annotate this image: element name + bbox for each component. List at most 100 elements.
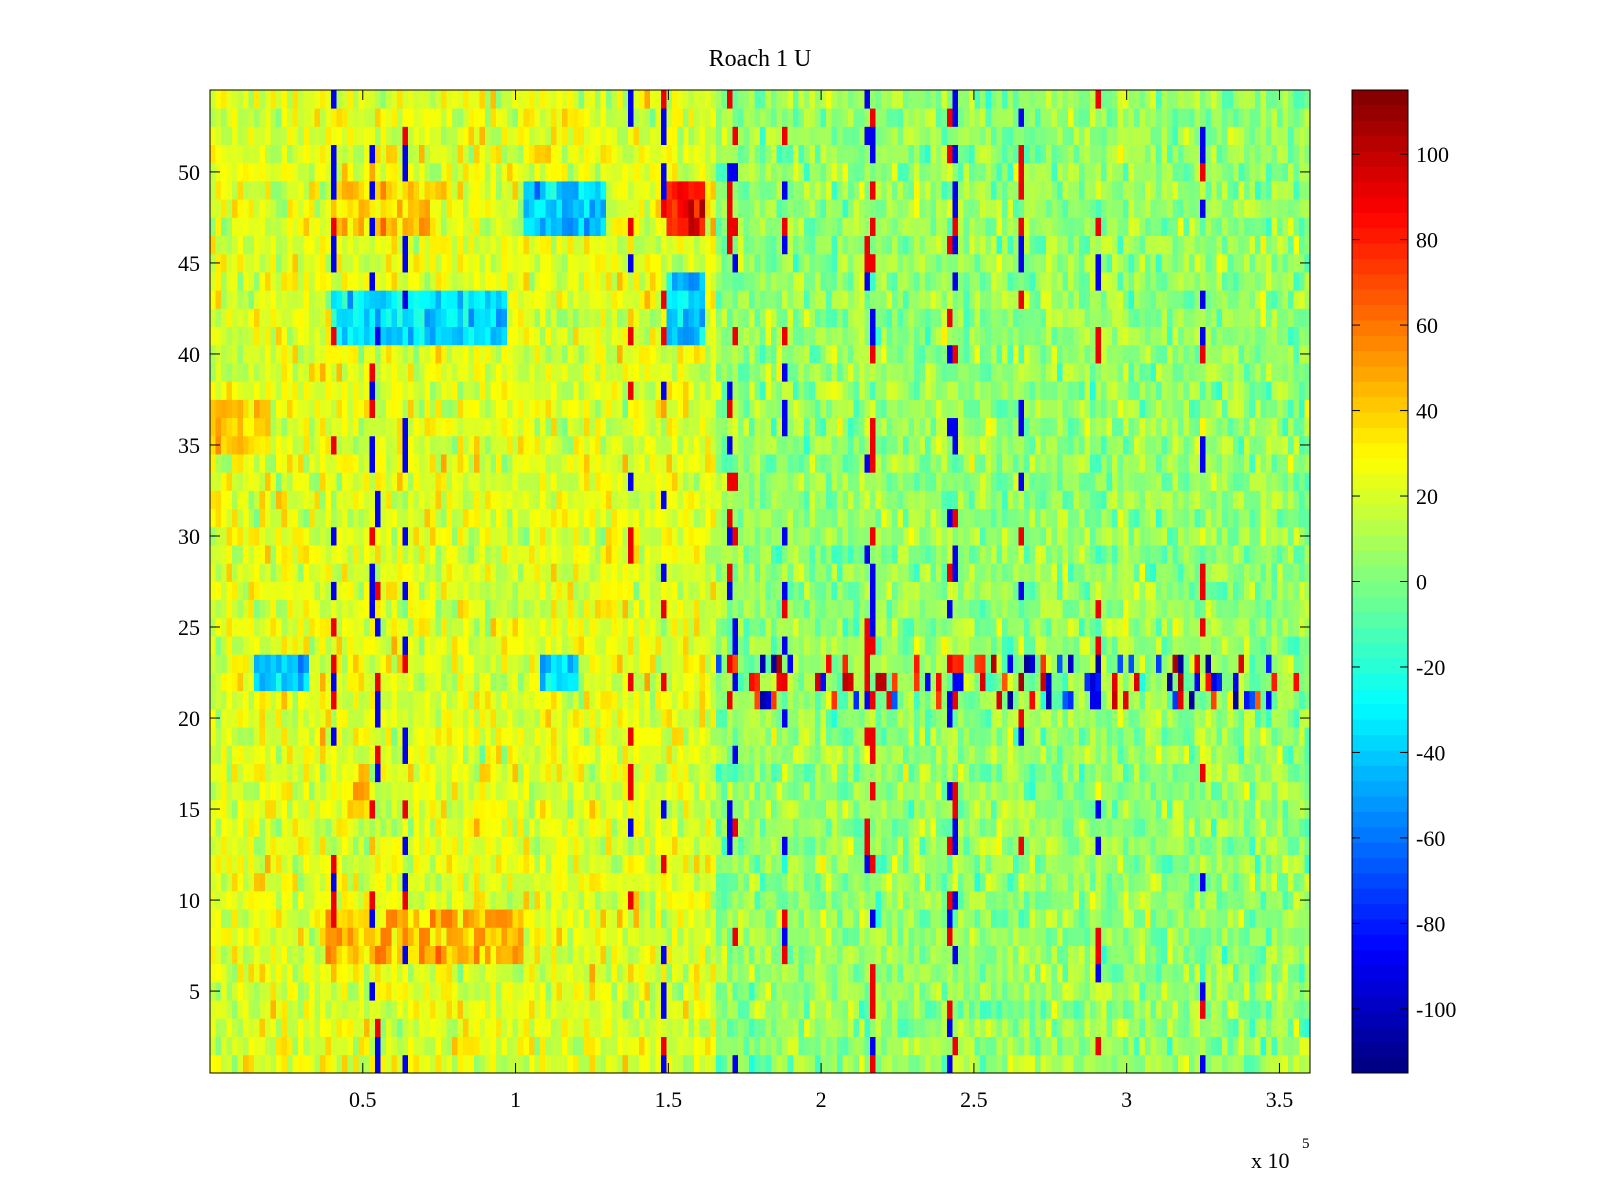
- heatmap-cell: [875, 854, 882, 874]
- heatmap-cell: [727, 1000, 733, 1019]
- heatmap-cell: [474, 617, 480, 637]
- heatmap-cell: [1062, 708, 1069, 728]
- heatmap-cell: [859, 927, 865, 946]
- heatmap-cell: [980, 763, 986, 783]
- heatmap-cell: [688, 963, 695, 983]
- heatmap-cell: [820, 1036, 827, 1056]
- heatmap-cell: [529, 763, 535, 783]
- heatmap-cell: [826, 745, 832, 764]
- heatmap-cell: [1013, 963, 1019, 983]
- heatmap-cell: [837, 981, 843, 1001]
- heatmap-cell: [1255, 781, 1261, 801]
- heatmap-cell: [1189, 1054, 1195, 1074]
- heatmap-cell: [248, 981, 255, 1001]
- heatmap-cell: [947, 1018, 953, 1037]
- heatmap-cell: [639, 981, 645, 1001]
- heatmap-cell: [1194, 617, 1201, 637]
- heatmap-cell: [1233, 890, 1239, 910]
- heatmap-cell: [545, 799, 552, 819]
- heatmap-cell: [1271, 636, 1278, 655]
- heatmap-cell: [540, 727, 546, 746]
- heatmap-cell: [479, 836, 486, 855]
- heatmap-cell: [254, 909, 260, 928]
- heatmap-cell: [1238, 854, 1245, 874]
- heatmap-cell: [716, 909, 722, 928]
- heatmap-cell: [958, 945, 964, 965]
- heatmap-cell: [1084, 945, 1091, 965]
- heatmap-cell: [864, 727, 871, 746]
- heatmap-cell: [1073, 799, 1080, 819]
- heatmap-cell: [622, 781, 629, 801]
- heatmap-cell: [1139, 763, 1146, 783]
- heatmap-cell: [347, 818, 354, 837]
- heatmap-cell: [1244, 909, 1250, 928]
- heatmap-cell: [754, 708, 761, 728]
- heatmap-cell: [853, 927, 860, 946]
- heatmap-cell: [512, 727, 519, 746]
- heatmap-cell: [1244, 672, 1250, 692]
- heatmap-cell: [870, 1036, 876, 1056]
- heatmap-cell: [897, 909, 904, 928]
- heatmap-cell: [1200, 1018, 1206, 1037]
- heatmap-cell: [749, 1018, 755, 1037]
- heatmap-cell: [353, 1054, 359, 1074]
- heatmap-cell: [611, 909, 618, 928]
- heatmap-cell: [1040, 636, 1047, 655]
- heatmap-cell: [232, 672, 238, 692]
- heatmap-cell: [358, 727, 365, 746]
- heatmap-cell: [1205, 672, 1212, 692]
- heatmap-cell: [1238, 909, 1245, 928]
- heatmap-cell: [749, 672, 755, 692]
- heatmap-cell: [991, 1036, 997, 1056]
- heatmap-cell: [298, 836, 304, 855]
- heatmap-cell: [996, 909, 1003, 928]
- heatmap-cell: [1271, 818, 1278, 837]
- heatmap-cell: [287, 799, 293, 819]
- heatmap-cell: [617, 981, 623, 1001]
- heatmap-cell: [958, 799, 964, 819]
- heatmap-cell: [457, 909, 464, 928]
- heatmap-cell: [870, 1054, 876, 1074]
- heatmap-cell: [248, 654, 255, 673]
- heatmap-cell: [364, 890, 370, 910]
- heatmap-cell: [622, 799, 629, 819]
- heatmap-cell: [617, 909, 623, 928]
- heatmap-cell: [248, 636, 255, 655]
- heatmap-cell: [1271, 745, 1278, 764]
- heatmap-cell: [430, 672, 436, 692]
- heatmap-cell: [798, 636, 805, 655]
- heatmap-cell: [1101, 636, 1107, 655]
- heatmap-cell: [435, 690, 442, 710]
- heatmap-cell: [754, 927, 761, 946]
- heatmap-cell: [1123, 672, 1129, 692]
- heatmap-cell: [688, 945, 695, 965]
- heatmap-cell: [864, 690, 871, 710]
- heatmap-cell: [947, 1000, 953, 1019]
- heatmap-cell: [1013, 763, 1019, 783]
- heatmap-cell: [556, 836, 563, 855]
- heatmap-cell: [633, 818, 640, 837]
- heatmap-cell: [919, 654, 926, 673]
- heatmap-cell: [969, 672, 975, 692]
- heatmap-cell: [1205, 963, 1212, 983]
- heatmap-cell: [908, 963, 915, 983]
- heatmap-cell: [974, 963, 981, 983]
- heatmap-cell: [897, 636, 904, 655]
- heatmap-cell: [468, 927, 475, 946]
- heatmap-cell: [1128, 763, 1135, 783]
- heatmap-cell: [1255, 617, 1261, 637]
- heatmap-cell: [1244, 1018, 1250, 1037]
- heatmap-cell: [1128, 981, 1135, 1001]
- heatmap-cell: [958, 708, 964, 728]
- heatmap-cell: [529, 909, 535, 928]
- heatmap-cell: [1068, 945, 1074, 965]
- heatmap-cell: [1249, 818, 1256, 837]
- heatmap-cell: [331, 1036, 337, 1056]
- heatmap-cell: [518, 672, 524, 692]
- heatmap-cell: [897, 781, 904, 801]
- heatmap-cell: [1211, 872, 1217, 892]
- heatmap-cell: [661, 672, 667, 692]
- heatmap-cell: [1134, 890, 1140, 910]
- heatmap-cell: [688, 890, 695, 910]
- heatmap-cell: [1007, 708, 1014, 728]
